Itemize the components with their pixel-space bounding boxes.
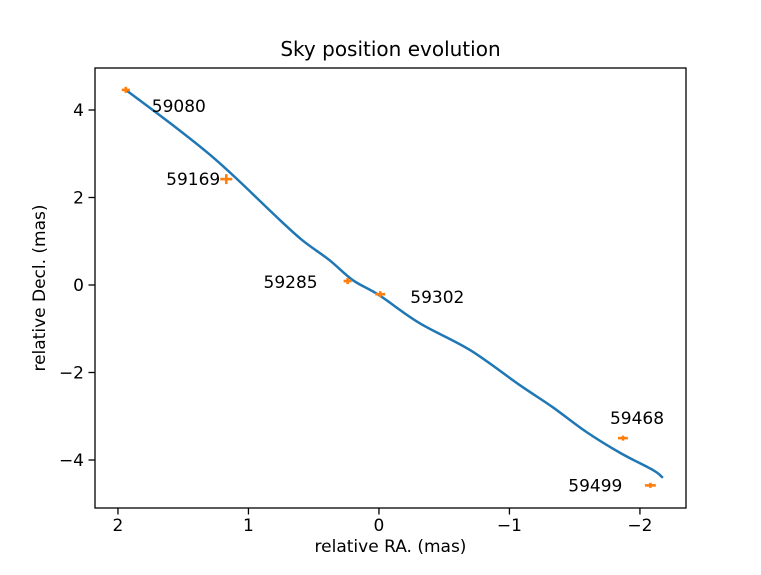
axes-frame xyxy=(94,67,687,509)
y-axis-label: relative Decl. (mas) xyxy=(30,204,50,371)
x-tick-label: 1 xyxy=(243,516,254,536)
x-tick-label: −1 xyxy=(497,516,522,536)
annotation-59499: 59499 xyxy=(568,476,622,496)
chart-title: Sky position evolution xyxy=(280,37,500,61)
annotation-59169: 59169 xyxy=(166,170,220,190)
data-point-59468 xyxy=(618,435,628,441)
annotation-59080: 59080 xyxy=(152,97,206,117)
annotation-59468: 59468 xyxy=(610,409,664,429)
data-point-59080 xyxy=(121,86,130,93)
data-point-59169 xyxy=(220,174,233,185)
data-point-59499 xyxy=(644,482,656,488)
y-tick-label: 4 xyxy=(73,101,84,121)
x-tick-label: −2 xyxy=(627,516,652,536)
x-axis-label: relative RA. (mas) xyxy=(315,537,467,557)
x-tick-label: 0 xyxy=(374,516,385,536)
x-tick-label: 2 xyxy=(113,516,124,536)
plot-area: 2 1 0 −1 −2 4 2 0 −2 −4 59080 59169 59285 59302 59468 5… xyxy=(59,67,687,536)
data-point-59285 xyxy=(343,278,352,285)
annotation-59285: 59285 xyxy=(264,273,318,293)
y-tick-label: −4 xyxy=(59,451,84,471)
y-tick-label: 2 xyxy=(73,189,84,209)
annotation-59302: 59302 xyxy=(410,288,464,308)
y-tick-label: −2 xyxy=(59,364,84,384)
y-tick-label: 0 xyxy=(73,276,84,296)
data-point-59302 xyxy=(375,291,386,298)
model-curve xyxy=(124,88,664,479)
